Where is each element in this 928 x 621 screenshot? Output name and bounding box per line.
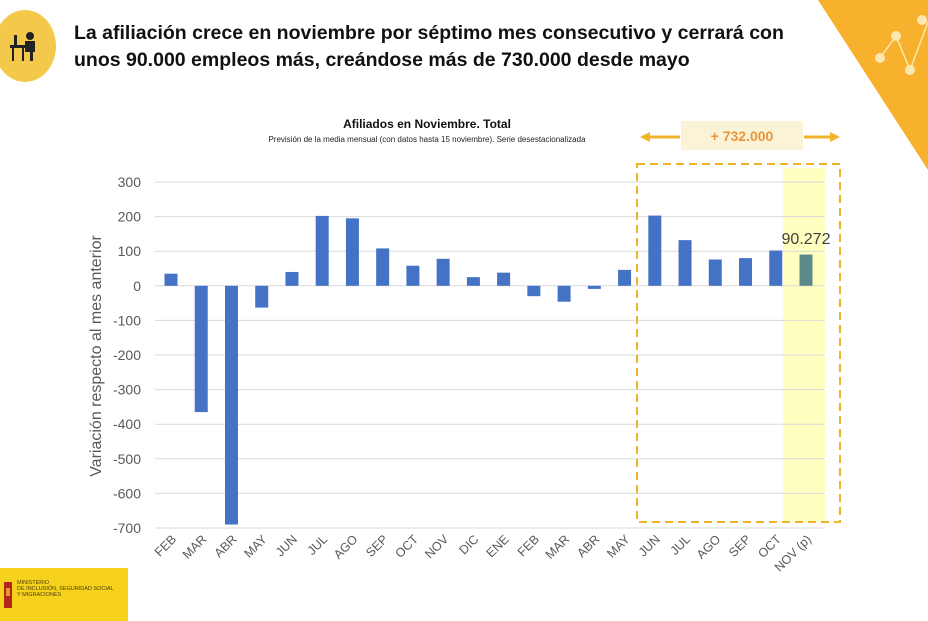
highlight-band xyxy=(783,168,825,522)
bar-mar xyxy=(557,285,571,302)
bar-oct xyxy=(769,250,783,286)
bar-ago xyxy=(708,259,722,286)
x-tick-label: ENE xyxy=(484,532,512,560)
bar-dic xyxy=(466,277,480,286)
x-tick-label: JUN xyxy=(636,532,663,559)
x-tick-label: JUL xyxy=(668,532,694,558)
bar-jul xyxy=(678,240,692,286)
bar-abr xyxy=(587,285,601,289)
x-tick-label: DIC xyxy=(456,532,481,557)
bar-ago xyxy=(345,218,359,286)
y-tick-label: 0 xyxy=(133,278,141,294)
bar-may xyxy=(255,285,269,308)
bar-ene xyxy=(497,272,511,286)
bar-novp xyxy=(799,254,813,286)
logo-line-2: DE INCLUSIÓN, SEGURIDAD SOCIAL xyxy=(17,586,114,592)
bar-may xyxy=(618,269,632,286)
right-arrow xyxy=(804,132,840,142)
y-tick-label: -300 xyxy=(113,382,141,398)
y-tick-label: -500 xyxy=(113,451,141,467)
x-tick-label: SEP xyxy=(363,532,391,560)
annotation-box xyxy=(681,121,803,150)
x-tick-label: MAY xyxy=(604,532,633,561)
x-tick-label: MAR xyxy=(543,532,573,562)
chart-title: Afiliados en Noviembre. Total xyxy=(343,117,511,131)
x-tick-label: ABR xyxy=(212,532,240,560)
corner-decoration xyxy=(818,0,928,170)
x-tick-label: AGO xyxy=(331,532,361,562)
bar-nov xyxy=(436,258,450,286)
bar-oct xyxy=(406,265,420,286)
header-icon xyxy=(0,10,56,82)
bar-feb xyxy=(164,273,178,286)
x-tick-label: JUL xyxy=(305,532,331,558)
x-tick-label: NOV xyxy=(422,532,452,562)
x-tick-label: OCT xyxy=(392,532,421,561)
x-tick-label: MAY xyxy=(241,532,270,561)
bar-abr xyxy=(224,285,238,525)
ministry-logo: MINISTERIO DE INCLUSIÓN, SEGURIDAD SOCIA… xyxy=(0,568,128,621)
bar-sep xyxy=(376,248,390,286)
page-title: La afiliación crece en noviembre por sép… xyxy=(74,22,784,71)
annotation-text: + 732.000 xyxy=(711,128,774,144)
x-tick-label: FEB xyxy=(515,532,542,559)
logo-line-3: Y MIGRACIONES xyxy=(17,592,62,598)
worker-at-desk-icon xyxy=(10,32,35,61)
bar-sep xyxy=(739,258,753,286)
x-tick-label: ABR xyxy=(574,532,602,560)
highlight-box xyxy=(636,163,841,523)
y-tick-label: 100 xyxy=(118,243,142,259)
chart-subtitle: Previsión de la media mensual (con datos… xyxy=(268,135,586,144)
x-tick-label: JUN xyxy=(273,532,300,559)
y-tick-label: -400 xyxy=(113,416,141,432)
x-tick-label: FEB xyxy=(152,532,179,559)
bar-jun xyxy=(285,271,299,286)
y-axis-label: Variación respecto al mes anterior xyxy=(88,235,105,477)
y-tick-label: 300 xyxy=(118,174,142,190)
x-tick-label: AGO xyxy=(694,532,724,562)
left-arrow xyxy=(640,132,680,142)
data-label: 90.272 xyxy=(782,231,831,248)
x-tick-label: SEP xyxy=(726,532,754,560)
y-tick-label: -200 xyxy=(113,347,141,363)
bar-mar xyxy=(194,285,208,413)
coat-of-arms-icon xyxy=(4,582,12,608)
logo-line-1: MINISTERIO xyxy=(17,580,50,586)
y-tick-label: -100 xyxy=(113,312,141,328)
y-tick-label: -700 xyxy=(113,520,141,536)
bar-jul xyxy=(315,215,329,286)
y-tick-label: -600 xyxy=(113,485,141,501)
x-tick-label: MAR xyxy=(180,532,210,562)
y-tick-label: 200 xyxy=(118,209,142,225)
bar-jun xyxy=(648,215,662,286)
bar-feb xyxy=(527,285,541,297)
